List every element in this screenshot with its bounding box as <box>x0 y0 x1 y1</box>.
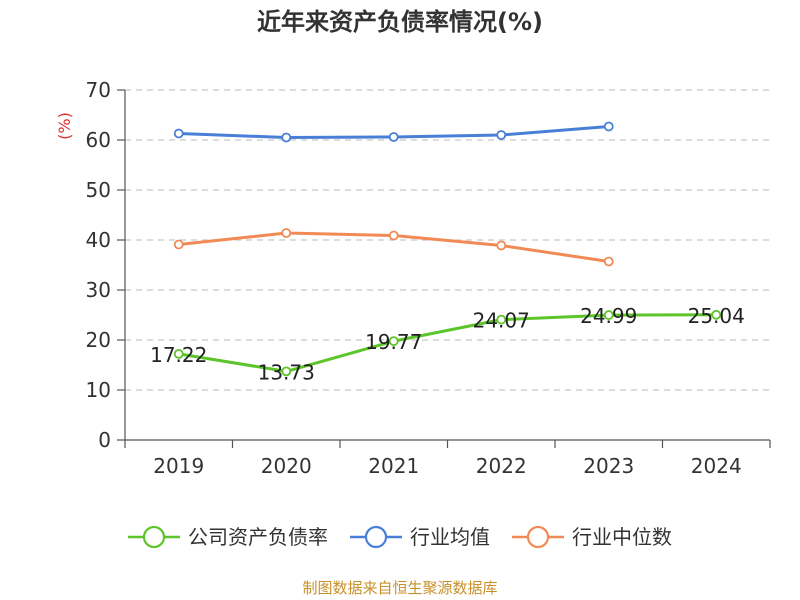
data-point <box>388 336 399 347</box>
data-label: 17.22 <box>150 343 207 367</box>
x-tick-label: 2019 <box>153 454 204 478</box>
data-point <box>388 132 399 142</box>
y-tick-label: 50 <box>86 178 111 202</box>
y-tick-label: 0 <box>98 428 111 452</box>
data-label: 24.07 <box>473 309 530 333</box>
data-point <box>173 239 184 250</box>
data-point <box>603 121 614 132</box>
legend-label: 行业均值 <box>410 525 490 549</box>
x-tick-label: 2021 <box>368 454 419 478</box>
y-axis-label: (%) <box>55 112 74 140</box>
series-line <box>177 313 718 373</box>
legend-circle-icon <box>526 525 550 549</box>
data-label: 13.73 <box>258 360 315 384</box>
data-point <box>281 228 292 238</box>
x-tick-label: 2020 <box>261 454 312 478</box>
data-point <box>173 348 184 359</box>
data-point <box>496 240 507 251</box>
data-point <box>281 366 292 377</box>
legend-circle-icon <box>142 525 166 549</box>
data-point <box>711 309 722 320</box>
axes: 0 10 20 30 40 50 60 70 2019 2020 2021 2022 2023 2024 (… <box>55 78 771 478</box>
y-tick-label: 20 <box>86 328 111 352</box>
x-tick-label: 2023 <box>583 454 634 478</box>
series-lines <box>173 121 722 377</box>
data-point <box>496 314 507 325</box>
data-point <box>281 132 292 143</box>
y-tick-label: 60 <box>86 128 111 152</box>
data-point <box>496 130 507 140</box>
data-label: 24.99 <box>580 304 637 328</box>
data-label: 25.04 <box>688 304 745 328</box>
legend-label: 行业中位数 <box>572 525 672 549</box>
data-point <box>173 128 184 139</box>
source-note: 制图数据来自恒生聚源数据库 <box>302 579 498 597</box>
chart-title: 近年来资产负债率情况(%) <box>257 8 543 36</box>
data-point <box>603 256 614 267</box>
x-tick-label: 2024 <box>691 454 742 478</box>
data-point <box>388 230 399 241</box>
data-label: 19.77 <box>365 330 422 354</box>
y-tick-label: 30 <box>86 278 111 302</box>
legend-label: 公司资产负债率 <box>188 525 328 549</box>
data-labels: 17.22 13.73 19.77 24.07 24.99 25.04 <box>150 304 745 385</box>
y-tick-label: 70 <box>86 78 111 102</box>
legend-circle-icon <box>364 525 388 549</box>
y-tick-label: 10 <box>86 378 111 402</box>
data-point <box>603 310 614 320</box>
legend: 公司资产负债率 行业均值 行业中位数 <box>128 525 672 549</box>
y-tick-label: 40 <box>86 228 111 252</box>
x-tick-label: 2022 <box>476 454 527 478</box>
